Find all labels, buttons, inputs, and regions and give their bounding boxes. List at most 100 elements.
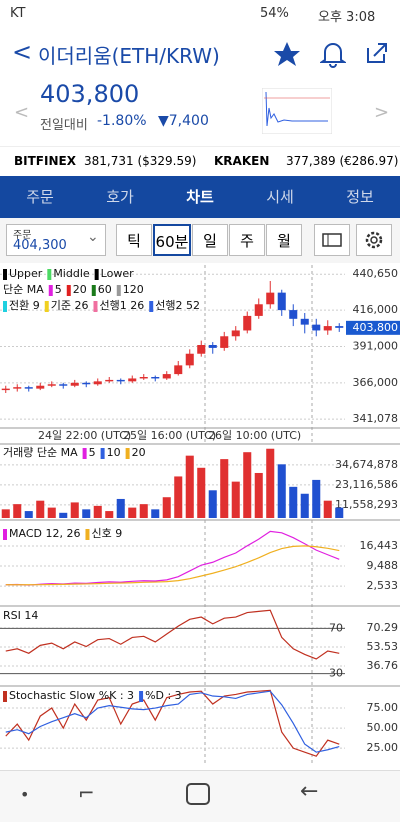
volume-bar [208,490,217,518]
exchange-name: KRAKEN [214,154,270,168]
candle-body [93,381,102,385]
volume-bar [47,507,56,518]
volume-bar [105,511,114,518]
period-button[interactable]: 틱 [116,224,152,256]
y-tick-label: 341,078 [353,412,399,425]
time-label: 24일 22:00 (UTC) [38,428,131,442]
y-tick-label: 70.29 [367,621,399,634]
tab[interactable]: 호가 [106,188,134,206]
candle-body [47,384,56,386]
period-button-active[interactable]: 60분 [153,224,191,256]
settings-button[interactable] [356,224,392,256]
favorite-icon[interactable] [272,40,302,68]
nav-dot[interactable]: • [20,785,30,804]
nav-recent[interactable]: ⌐ [78,781,95,805]
change-pct: -1.80% [97,113,147,129]
candle-body [300,318,309,325]
candle-body [59,384,68,386]
legend-label: 120 [123,283,144,296]
candle-body [243,315,252,331]
candle-body [139,377,148,379]
macd-line [5,545,340,586]
legend-swatch [100,448,105,459]
status-bar: KT 54% 오후 3:08 [0,0,400,28]
candle-body [36,385,45,389]
legend-label: 선행1 26 [99,299,144,312]
period-button[interactable]: 일 [192,224,228,256]
candle-body [323,326,332,331]
volume-bar [266,448,275,518]
candle-body [220,336,229,348]
alarm-icon[interactable] [320,40,346,68]
tab[interactable]: 정보 [346,188,374,206]
legend-label: 신호 9 [91,527,122,540]
change-abs: ▼7,400 [158,113,209,129]
exchange-row: BITFINEX 381,731 ($329.59) KRAKEN 377,38… [0,146,400,175]
tab[interactable]: 시세 [266,188,294,206]
legend-swatch [93,301,98,312]
dropdown-icon: ⌄ [87,229,99,245]
layout-button[interactable] [314,224,350,256]
nav-bar: • ⌐ ← [0,770,400,822]
y-tick-label: 34,674,878 [335,458,398,471]
y-tick-label: 391,000 [353,339,399,352]
share-icon[interactable] [364,40,390,68]
volume-bar [174,476,183,518]
volume-bar [335,507,344,518]
volume-bar [312,479,321,518]
y-tick-label: 9,488 [367,559,399,572]
volume-bar [289,486,298,518]
rsi-line [5,609,340,660]
tab-active[interactable]: 차트 [186,188,214,206]
candle-body [105,379,114,382]
mini-chart [262,88,332,134]
volume-bar [243,452,252,518]
candle-body [185,353,194,366]
coin-title[interactable]: 이더리움(ETH/KRW) [38,44,220,68]
tab[interactable]: 주문 [26,188,54,206]
back-button[interactable]: < [12,38,33,66]
current-price: 403,800 [40,80,140,108]
period-button[interactable]: 월 [266,224,302,256]
period-button[interactable]: 주 [229,224,265,256]
volume-bar [139,504,148,518]
volume-bar [151,509,160,518]
legend-swatch [48,285,53,296]
legend-swatch [139,691,144,702]
y-tick-label: 23,116,586 [335,478,398,491]
legend-swatch [66,285,71,296]
y-tick-label: 2,533 [367,579,399,592]
exchange-name: BITFINEX [14,154,76,168]
legend-label: 20 [132,446,146,459]
volume-bar [128,507,137,518]
nav-home[interactable] [186,783,210,805]
volume-bar [162,497,171,518]
carrier: KT [10,6,26,21]
y-tick-label: 53.53 [367,640,399,653]
price-panel: < 403,800 전일대비 -1.80% ▼7,400 > [0,80,400,142]
legend-label: 전환 9 [9,299,40,312]
order-select[interactable]: 주문 404,300 ⌄ [6,224,106,256]
legend-label: RSI 14 [3,609,38,622]
legend-swatch [116,285,121,296]
next-arrow[interactable]: > [374,102,390,123]
candle-body [254,304,263,316]
exchange-price: 377,389 (€286.97) [286,154,399,168]
candle-body [289,310,298,319]
legend-label: Stochastic Slow %K : 3 [9,689,134,702]
prev-arrow[interactable]: < [14,102,30,123]
legend-label: 10 [107,446,121,459]
candle-body [174,365,183,375]
y-tick-label: 25.00 [367,741,399,754]
nav-back[interactable]: ← [300,779,319,804]
stochastic-line [5,690,340,753]
current-price-box [346,320,400,335]
legend-swatch [91,285,96,296]
y-tick-label: 36.76 [367,659,399,672]
y-tick-label: 440,650 [353,267,399,280]
y-tick-label: 11,558,293 [335,498,398,511]
tab-bar: 주문 호가 차트 시세 정보 [0,176,400,218]
stochastic-line [5,689,340,757]
volume-bar [82,509,91,518]
